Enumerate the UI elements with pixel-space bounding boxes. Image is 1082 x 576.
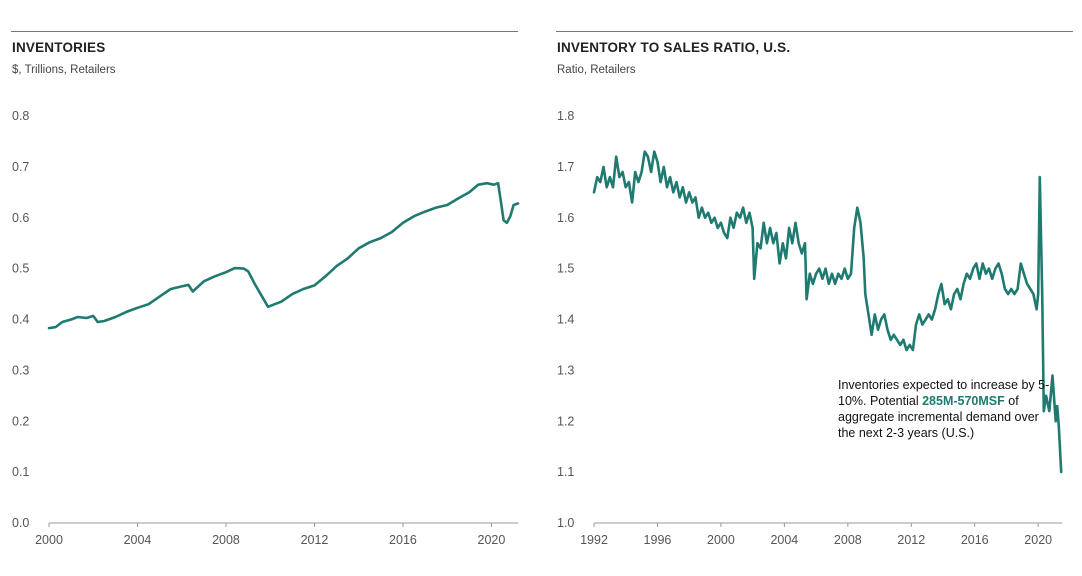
y-tick-label: 1.1	[557, 465, 574, 479]
y-tick-label: 0.3	[12, 363, 29, 377]
y-tick-label: 1.4	[557, 313, 574, 327]
x-tick-label: 2016	[389, 533, 417, 547]
y-tick-label: 0.6	[12, 211, 29, 225]
x-tick-label: 2020	[478, 533, 506, 547]
x-tick-label: 2012	[897, 533, 925, 547]
inventory-sales-ratio-chart: 1.0 1.1 1.2 1.3 1.4 1.5 1.6 1.7 1.8 1992 1996 2000 2…	[557, 109, 1063, 547]
title-rule	[11, 31, 518, 32]
x-tick-label: 2000	[707, 533, 735, 547]
x-tick-label: 2000	[35, 533, 63, 547]
y-tick-label: 0.4	[12, 313, 29, 327]
x-tick-label: 2004	[124, 533, 152, 547]
y-tick-label: 1.2	[557, 414, 574, 428]
y-tick-label: 0.1	[12, 465, 29, 479]
title-rule	[556, 31, 1073, 32]
y-tick-label: 1.3	[557, 363, 574, 377]
annotation-text: of aggregate incremental demand over the…	[838, 394, 1039, 440]
x-tick-label: 2012	[301, 533, 329, 547]
series-line	[47, 181, 520, 330]
x-tick-label: 1992	[580, 533, 608, 547]
x-tick-label: 2008	[212, 533, 240, 547]
chart-subtitle: $, Trillions, Retailers	[12, 64, 116, 76]
y-tick-label: 0.5	[12, 262, 29, 276]
x-tick-label: 2020	[1024, 533, 1052, 547]
y-tick-label: 0.2	[12, 414, 29, 428]
x-tick-label: 2004	[770, 533, 798, 547]
annotation-highlight: 285M-570MSF	[922, 394, 1005, 408]
x-tick-label: 2016	[961, 533, 989, 547]
inventories-chart: 0.0 0.1 0.2 0.3 0.4 0.5 0.6 0.7 0.8 2000 2004 2008 2…	[12, 109, 520, 547]
x-tick-label: 1996	[644, 533, 672, 547]
x-tick-label: 2008	[834, 533, 862, 547]
y-tick-label: 0.0	[12, 516, 29, 530]
y-tick-label: 1.8	[557, 109, 574, 123]
series-line	[592, 150, 1063, 474]
chart-title: INVENTORY TO SALES RATIO, U.S.	[557, 40, 791, 55]
y-tick-label: 0.8	[12, 109, 29, 123]
inventories-panel: INVENTORIES $, Trillions, Retailers 0.0 0…	[0, 0, 530, 576]
y-tick-label: 0.7	[12, 160, 29, 174]
chart-annotation: Inventories expected to increase by 5-10…	[838, 377, 1053, 441]
chart-title: INVENTORIES	[12, 40, 106, 55]
chart-subtitle: Ratio, Retailers	[557, 64, 636, 76]
y-tick-label: 1.7	[557, 160, 574, 174]
y-tick-label: 1.6	[557, 211, 574, 225]
y-tick-label: 1.0	[557, 516, 574, 530]
inventory-sales-ratio-panel: INVENTORY TO SALES RATIO, U.S. Ratio, Re…	[545, 0, 1082, 576]
y-tick-label: 1.5	[557, 262, 574, 276]
annotation-text: Inventories expected to increase by 5-10…	[838, 378, 1050, 408]
